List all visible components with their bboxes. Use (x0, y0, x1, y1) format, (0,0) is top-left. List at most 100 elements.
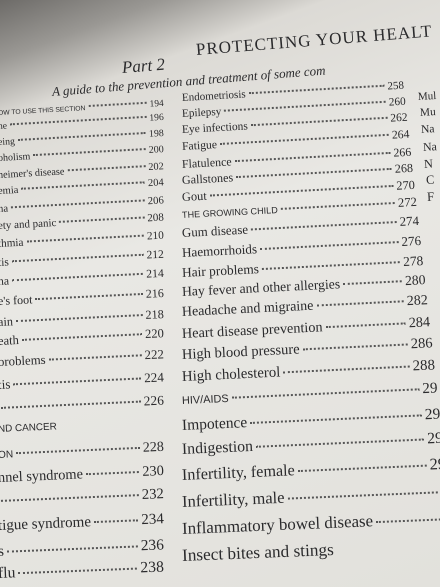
leader (59, 216, 145, 223)
index-entry: nnel syndrome 230 (0, 463, 164, 487)
entry-page: 222 (144, 347, 165, 363)
leader (17, 132, 147, 142)
right-fragment: F (426, 189, 435, 204)
entry-page: 204 (147, 177, 165, 190)
entry-title: THE GROWING CHILD (181, 205, 278, 221)
entry-page: 216 (145, 285, 165, 301)
entry-page: 286 (410, 335, 433, 353)
entry-title: Indigestion (181, 438, 254, 459)
leader (302, 343, 408, 351)
leader (11, 253, 144, 262)
leader (248, 84, 385, 95)
entry-page: 224 (143, 369, 165, 386)
leader (325, 322, 406, 328)
index-entry: ety and panic 208 (0, 212, 164, 232)
right-fragment: C (425, 172, 435, 187)
entry-page: 218 (145, 306, 165, 322)
entry-page: 268 (394, 160, 414, 176)
entry-title: na (0, 202, 9, 216)
entry-title: Infertility, female (181, 462, 296, 484)
leader (250, 413, 422, 424)
entry-page: 212 (146, 248, 165, 262)
index-entry: s 236 (0, 536, 164, 561)
entry-title: thmia (0, 236, 24, 250)
leader (343, 280, 403, 286)
header-part: Part 2 (121, 54, 166, 77)
leader (224, 100, 386, 112)
entry-page: 270 (395, 177, 416, 193)
entry-title: eing (0, 136, 16, 149)
entry-title: Headache and migraine (181, 298, 314, 321)
entry-page: 220 (144, 326, 165, 342)
index-entry: tigue syndrome 234 (0, 511, 164, 535)
leader (261, 260, 401, 270)
leader (250, 116, 388, 126)
leader (219, 134, 389, 146)
leader (11, 199, 145, 209)
entry-title: Fatigue (181, 138, 218, 154)
entry-page: 29 (424, 405, 440, 423)
entry-page: 260 (388, 95, 407, 109)
entry-page: 230 (141, 462, 165, 480)
leader (297, 464, 427, 472)
entry-page: 276 (401, 232, 422, 249)
leader (231, 388, 420, 399)
entry-page: 232 (141, 486, 165, 504)
right-fragment: Mu (419, 106, 436, 119)
entry-page: 29 (426, 429, 440, 448)
right-fragment: N (423, 156, 434, 171)
entry-title: High blood pressure (181, 341, 300, 364)
index-entry: Insect bites and stings (182, 535, 440, 566)
index-entry: na 214 (0, 267, 164, 288)
leader (16, 446, 140, 455)
leader (255, 438, 425, 448)
entry-title: Inflammatory bowel disease (181, 511, 374, 539)
entry-page: 196 (149, 112, 165, 125)
index-entry: thmia 210 (0, 229, 164, 249)
entry-title: Hay fever and other allergies (181, 276, 341, 300)
right-fragment: Na (422, 139, 437, 154)
entry-title: nnel syndrome (0, 466, 84, 486)
leader (283, 365, 410, 374)
leader (376, 518, 440, 524)
leader (21, 181, 146, 191)
leader (48, 354, 142, 361)
index-entry: Indigestion 29 (182, 430, 440, 459)
leader (15, 313, 143, 322)
entry-title: ain (0, 314, 14, 329)
entry-page: 234 (140, 511, 165, 529)
entry-title: Insect bites and stings (181, 539, 335, 565)
entry-page: 274 (399, 214, 420, 229)
entry-title: ND CANCER (0, 421, 57, 436)
entry-page: 210 (146, 229, 165, 243)
entry-page: 194 (149, 98, 165, 110)
header-title: PROTECTING YOUR HEALT (195, 21, 433, 59)
leader (11, 273, 144, 282)
entry-title: Impotence (181, 413, 248, 434)
entry-title: Epilepsy (181, 105, 222, 120)
index-entry: 226 (0, 392, 164, 415)
index-entry: oroblems 222 (0, 347, 164, 370)
leader (88, 101, 147, 107)
entry-title: s (0, 542, 5, 560)
entry-title: e's foot (0, 292, 33, 309)
entry-page: 280 (404, 272, 426, 289)
index-entry: HIV/AIDS 29 (182, 380, 438, 409)
entry-title: flu (0, 564, 16, 583)
entry-title: Endometriosis (181, 88, 246, 104)
entry-title: oroblems (0, 352, 46, 370)
leader (85, 470, 140, 475)
index-entry: tis 212 (0, 248, 164, 268)
entry-title: Gallstones (181, 170, 234, 187)
leader (250, 221, 397, 231)
leader (287, 491, 438, 501)
entry-title: Hair problems (181, 260, 260, 280)
leader (316, 300, 404, 307)
leader (280, 202, 396, 211)
index-entry: tis 224 (0, 369, 164, 393)
entry-title: ne (0, 120, 8, 133)
entry-page: 228 (142, 438, 165, 456)
leader (236, 167, 392, 178)
leader (35, 292, 143, 301)
